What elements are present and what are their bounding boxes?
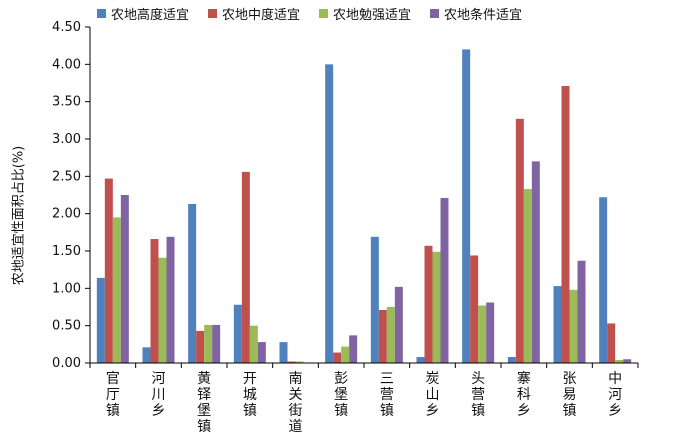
bar — [249, 325, 258, 363]
bar — [607, 323, 616, 363]
y-tick-label: 1.50 — [52, 244, 81, 259]
bar — [569, 289, 578, 363]
bar — [486, 302, 495, 363]
x-tick-label: 黄铎堡镇 — [197, 370, 211, 435]
bar — [96, 277, 105, 363]
x-tick-label: 开城镇 — [243, 371, 257, 419]
bar — [523, 189, 532, 363]
bar — [212, 324, 221, 363]
x-tick-label: 炭山乡 — [426, 371, 440, 419]
x-tick-label: 张易镇 — [563, 371, 577, 419]
y-tick-label: 3.50 — [52, 95, 81, 110]
bar — [440, 197, 449, 363]
bar — [142, 347, 151, 363]
legend-item-conditional: 农地条件适宜 — [430, 4, 522, 23]
bar — [333, 352, 342, 363]
x-tick-label: 三营镇 — [380, 371, 394, 419]
legend: 农地高度适宜 农地中度适宜 农地勉强适宜 农地条件适宜 — [97, 4, 541, 23]
bar — [531, 161, 540, 363]
y-tick-label: 4.50 — [52, 20, 81, 35]
bar — [287, 361, 296, 363]
legend-label-medium: 农地中度适宜 — [222, 8, 301, 23]
bar — [196, 330, 205, 363]
bar — [120, 195, 129, 363]
bar — [515, 118, 524, 363]
bar — [158, 257, 167, 363]
y-tick-label: 0.50 — [52, 319, 81, 334]
y-tick-label: 4.00 — [52, 57, 81, 72]
bar — [416, 357, 425, 363]
bar — [279, 342, 288, 363]
bar — [615, 360, 624, 363]
bar — [623, 359, 632, 363]
x-tick-label: 头营镇 — [471, 371, 485, 419]
bar — [241, 171, 250, 363]
bar — [233, 304, 242, 363]
y-tick-label: 0.00 — [52, 356, 81, 371]
bar — [295, 361, 304, 363]
bar — [349, 335, 358, 363]
bar — [432, 251, 441, 363]
y-tick-label: 2.00 — [52, 207, 81, 222]
x-tick-label: 彭堡镇 — [334, 371, 348, 419]
bar — [507, 357, 516, 363]
legend-item-marginal: 农地勉强适宜 — [319, 4, 411, 23]
bar — [424, 245, 433, 363]
legend-label-conditional: 农地条件适宜 — [444, 8, 523, 23]
y-tick-label: 1.00 — [52, 281, 81, 296]
bar — [166, 236, 175, 363]
bar — [370, 236, 379, 363]
x-tick-label: 南关街道 — [289, 371, 303, 435]
legend-swatch-marginal — [319, 9, 329, 18]
bar — [257, 342, 266, 363]
bar — [204, 324, 213, 363]
legend-swatch-conditional — [430, 9, 440, 18]
bar — [470, 255, 479, 363]
bar — [394, 286, 403, 363]
x-tick-label: 河川乡 — [152, 371, 166, 419]
bar — [341, 346, 350, 363]
x-tick-label: 中河乡 — [608, 371, 622, 419]
bar — [386, 307, 395, 363]
bar — [561, 85, 570, 363]
legend-item-medium: 农地中度适宜 — [208, 4, 300, 23]
legend-item-high: 农地高度适宜 — [97, 4, 189, 23]
bar — [577, 260, 586, 363]
legend-swatch-medium — [208, 9, 218, 18]
legend-swatch-high — [97, 9, 106, 18]
legend-label-high: 农地高度适宜 — [111, 8, 190, 23]
legend-label-marginal: 农地勉强适宜 — [333, 8, 412, 23]
bar — [112, 217, 121, 363]
bar — [150, 239, 159, 363]
bar — [188, 203, 197, 363]
bar — [104, 178, 113, 363]
bar — [378, 309, 387, 363]
bar — [325, 64, 334, 363]
bar — [599, 197, 608, 363]
bar — [478, 305, 487, 363]
x-tick-label: 官厅镇 — [106, 371, 120, 419]
y-tick-label: 2.50 — [52, 169, 81, 184]
bar — [553, 286, 562, 363]
bar — [462, 49, 471, 364]
x-tick-label: 寨科乡 — [517, 370, 531, 419]
y-tick-label: 3.00 — [52, 132, 81, 147]
